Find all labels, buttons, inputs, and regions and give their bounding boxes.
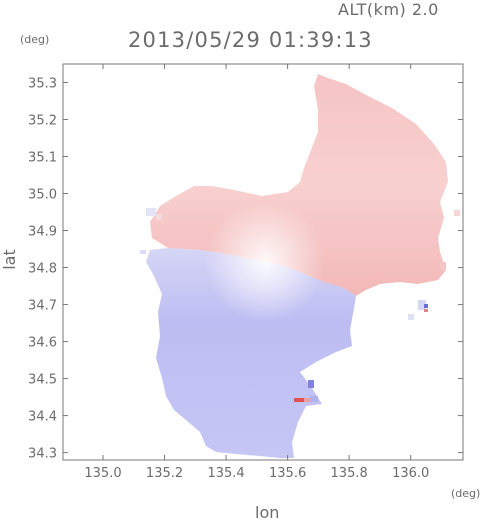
x-tick-label: 135.4 [207, 466, 244, 481]
y-tick-label: 34.8 [28, 262, 57, 277]
y-tick-label: 35.1 [28, 151, 57, 166]
y-axis-ticks: 35.3 35.2 35.1 35.0 34.9 34.8 34.7 34.6 34.5 34.4… [28, 77, 463, 462]
y-tick-label: 34.3 [28, 447, 57, 462]
x-tick-label: 135.0 [84, 466, 121, 481]
x-axis-label: lon [255, 503, 280, 522]
y-tick-label: 34.5 [28, 373, 57, 388]
x-unit-label: (deg) [451, 487, 481, 500]
x-tick-label: 135.2 [146, 466, 183, 481]
y-unit-label: (deg) [20, 33, 50, 46]
x-tick-label: 135.6 [269, 466, 306, 481]
clutter-speckles [140, 208, 460, 402]
y-tick-label: 35.3 [28, 77, 57, 92]
y-tick-label: 34.6 [28, 336, 57, 351]
x-tick-label: 136.0 [392, 466, 429, 481]
timestamp: 2013/05/29 01:39:13 [128, 28, 373, 52]
radar-center-glow [205, 202, 325, 322]
x-tick-label: 135.8 [331, 466, 368, 481]
y-tick-label: 34.9 [28, 225, 57, 240]
y-tick-label: 35.2 [28, 114, 57, 129]
altitude-label: ALT(km) 2.0 [338, 0, 439, 19]
y-tick-label: 34.7 [28, 299, 57, 314]
x-axis-ticks: 135.0 135.2 135.4 135.6 135.8 136.0 [84, 64, 429, 481]
y-tick-label: 35.0 [28, 188, 57, 203]
y-tick-label: 34.4 [28, 410, 57, 425]
plot-frame [62, 63, 464, 461]
